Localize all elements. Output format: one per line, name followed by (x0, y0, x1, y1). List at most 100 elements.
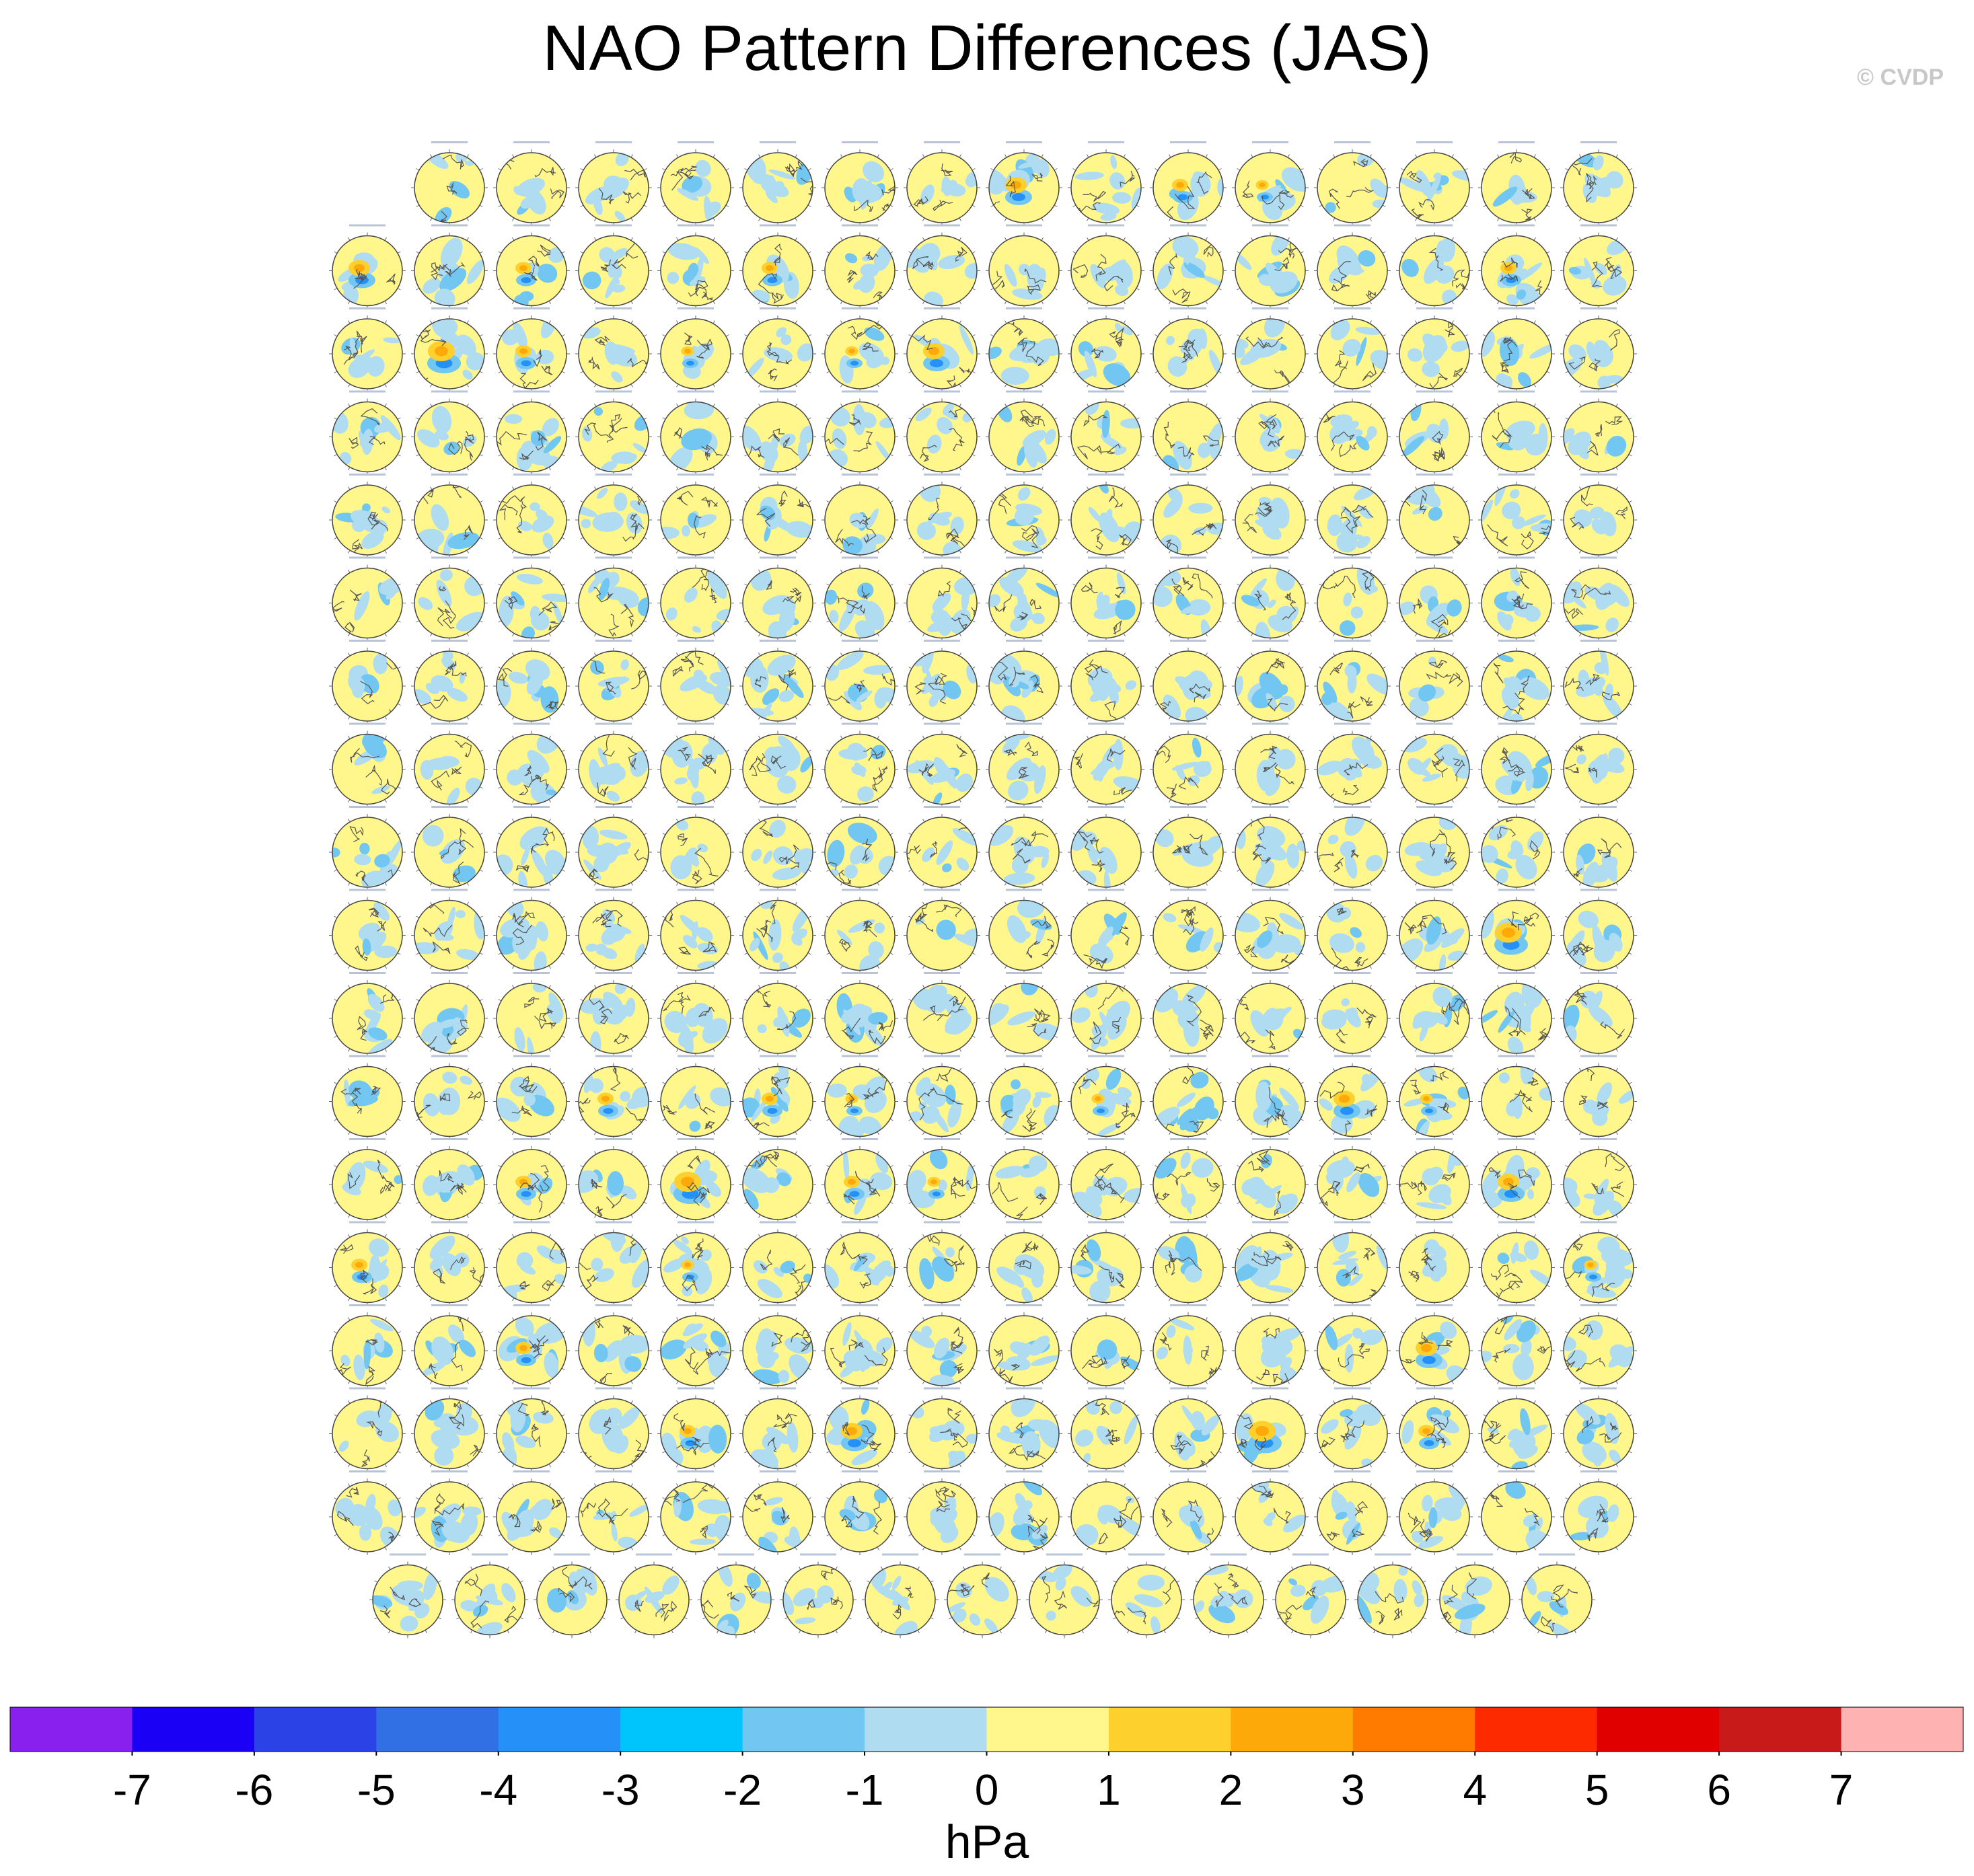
nao-panel (1478, 1470, 1555, 1555)
nao-panel (1232, 141, 1309, 226)
nao-panel (575, 474, 652, 558)
nao-panel (821, 141, 898, 226)
nao-panel (329, 1470, 406, 1555)
nao-panel (411, 640, 488, 724)
nao-panel (493, 806, 570, 891)
nao-panel (986, 889, 1062, 974)
nao-panel (1560, 1304, 1637, 1389)
colorbar-tick-label: 4 (1463, 1766, 1487, 1814)
nao-panel (1478, 1304, 1555, 1389)
nao-panel (1314, 1304, 1391, 1389)
nao-panel (739, 806, 816, 891)
nao-panel (1232, 806, 1309, 891)
nao-panel (780, 1553, 856, 1639)
nao-panel (904, 806, 980, 891)
nao-panel (657, 307, 734, 392)
colorbar-tick-label: -3 (601, 1766, 640, 1814)
nao-panel (1232, 474, 1309, 558)
nao-panel (657, 972, 734, 1057)
colorbar-frame (9, 1706, 1964, 1752)
nao-panel (986, 141, 1062, 226)
nao-panel (1314, 1055, 1391, 1140)
nao-panel (1150, 1304, 1227, 1389)
nao-panel (329, 1138, 406, 1223)
nao-panel (329, 972, 406, 1057)
nao-panel (904, 1221, 980, 1306)
nao-panel (1314, 806, 1391, 891)
nao-panel (986, 307, 1062, 392)
nao-panel (1314, 141, 1391, 226)
nao-panel (1068, 1304, 1144, 1389)
colorbar-tick-label: 0 (975, 1766, 999, 1814)
colorbar-segment (620, 1707, 743, 1752)
nao-panel (1232, 390, 1309, 476)
nao-panel (1232, 1221, 1309, 1306)
nao-panel (1272, 1553, 1349, 1639)
nao-panel (1560, 1470, 1637, 1555)
nao-panel (411, 972, 488, 1057)
nao-panel (411, 889, 488, 974)
nao-panel (1478, 474, 1555, 558)
nao-panel (1314, 390, 1391, 476)
nao-panel (904, 1055, 980, 1140)
nao-panel (1560, 1387, 1637, 1472)
nao-panel (1232, 1387, 1309, 1472)
nao-panel (1396, 556, 1473, 642)
nao-panel (1560, 474, 1637, 558)
nao-panel (1560, 806, 1637, 891)
nao-panel (657, 1221, 734, 1306)
nao-panel (862, 1553, 939, 1639)
nao-panel (1314, 1221, 1391, 1306)
nao-panel (493, 640, 570, 724)
nao-panel (904, 474, 980, 558)
nao-panel (986, 1387, 1062, 1472)
nao-panel (986, 1304, 1062, 1389)
nao-panel (1232, 556, 1309, 642)
nao-panel (1068, 889, 1144, 974)
colorbar-tick-label: -2 (723, 1766, 762, 1814)
nao-panel (411, 224, 488, 309)
nao-panel (575, 640, 652, 724)
copyright-label: © CVDP (1857, 65, 1944, 90)
nao-panel (1232, 1470, 1309, 1555)
nao-panel (944, 1553, 1021, 1639)
nao-panel (575, 390, 652, 476)
nao-panel (493, 390, 570, 476)
colorbar-segment (1231, 1707, 1354, 1752)
nao-panel (329, 1387, 406, 1472)
nao-panel (1396, 1055, 1473, 1140)
nao-panel (1232, 307, 1309, 392)
nao-panel (821, 390, 898, 476)
nao-panel (986, 806, 1062, 891)
nao-panel (904, 1387, 980, 1472)
nao-panel (1314, 307, 1391, 392)
nao-panel (821, 224, 898, 309)
colorbar-tick-label: 6 (1707, 1766, 1731, 1814)
nao-panel (1436, 1553, 1513, 1639)
nao-panel (575, 806, 652, 891)
nao-panel (575, 1055, 652, 1140)
nao-panel (657, 474, 734, 558)
nao-panel (821, 972, 898, 1057)
nao-panel (1560, 307, 1637, 392)
nao-panel (1150, 1470, 1227, 1555)
nao-panel (493, 224, 570, 309)
colorbar-tick-label: 7 (1829, 1766, 1854, 1814)
nao-panel (986, 1138, 1062, 1223)
nao-panel (1232, 1138, 1309, 1223)
nao-panel (1026, 1553, 1103, 1639)
nao-panel (1150, 224, 1227, 309)
nao-panel (1150, 1221, 1227, 1306)
nao-panel (1396, 972, 1473, 1057)
nao-panel (1396, 390, 1473, 476)
nao-panel (739, 556, 816, 642)
nao-panel (821, 889, 898, 974)
nao-panel (575, 1470, 652, 1555)
nao-panel (411, 722, 488, 808)
nao-panel (1232, 640, 1309, 724)
nao-panel (411, 1304, 488, 1389)
nao-panel (986, 972, 1062, 1057)
colorbar-segment (1597, 1707, 1720, 1752)
nao-panel (1478, 972, 1555, 1057)
nao-panel (575, 722, 652, 808)
